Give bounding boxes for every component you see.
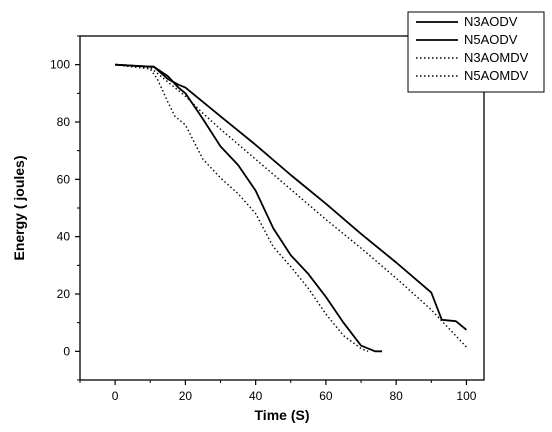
y-tick-label: 40 <box>57 230 71 244</box>
x-tick-label: 40 <box>249 389 263 403</box>
x-tick-label: 100 <box>456 389 476 403</box>
x-tick-label: 20 <box>179 389 193 403</box>
series-line-n5aomdv <box>115 64 369 352</box>
x-axis-title: Time (S) <box>255 407 310 423</box>
x-tick-label: 80 <box>389 389 403 403</box>
y-tick-label: 0 <box>63 344 70 358</box>
series-line-n3aodv <box>115 63 467 331</box>
legend-label: N3AOMDV <box>464 50 529 65</box>
y-tick-label: 80 <box>57 115 71 129</box>
legend-label: N5AODV <box>464 32 518 47</box>
y-tick-label: 60 <box>57 172 71 186</box>
legend: N3AODV N5AODV N3AOMDV N5AOMDV <box>407 11 545 93</box>
axis-ticks: 0 20 40 60 80 100 0 20 40 60 80 100 <box>50 35 477 403</box>
series-layer <box>115 63 467 353</box>
legend-box <box>407 11 545 93</box>
x-tick-label: 0 <box>112 389 119 403</box>
y-axis-title: Energy ( joules) <box>11 155 27 260</box>
y-tick-label: 100 <box>50 58 70 72</box>
x-tick-label: 60 <box>319 389 333 403</box>
series-line-n3aomdv <box>115 64 467 348</box>
series-line-n5aodv <box>115 63 383 353</box>
legend-label: N5AOMDV <box>464 68 529 83</box>
y-tick-label: 20 <box>57 287 71 301</box>
legend-label: N3AODV <box>464 14 518 29</box>
